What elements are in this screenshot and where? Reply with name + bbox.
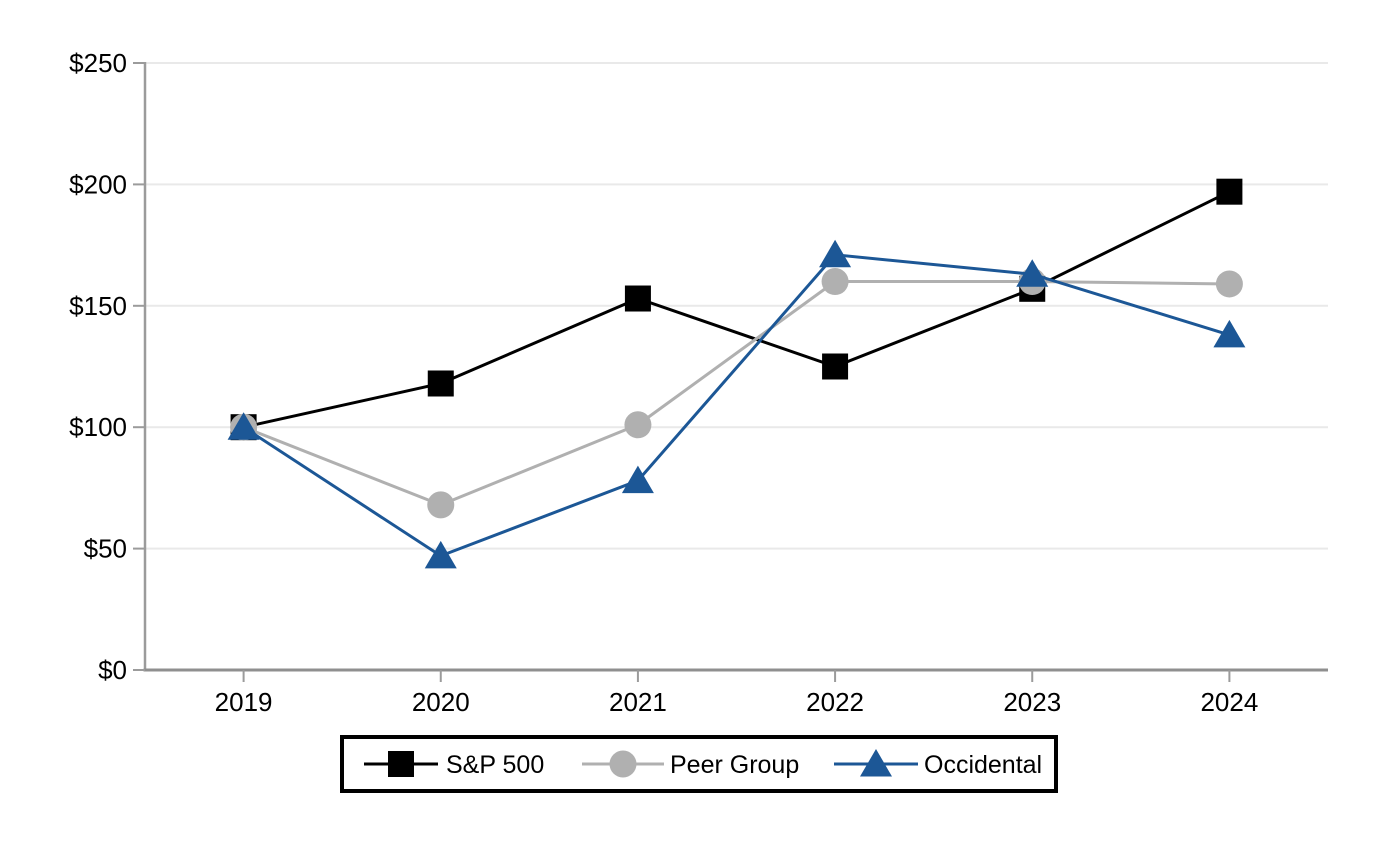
series-line-peer-group [243,280,1230,507]
legend-marker-peer-group [609,750,637,778]
marker-occidental [424,540,457,569]
y-tick-label: $200 [69,169,127,199]
x-tick-label: 2022 [806,687,864,717]
marker-s-p-500 [624,285,651,312]
legend-label-peer-group: Peer Group [670,751,799,779]
marker-s-p-500 [822,353,849,380]
x-tick-label: 2019 [215,687,273,717]
legend-label-s-p-500: S&P 500 [446,751,544,779]
marker-occidental [1213,319,1246,348]
y-tick-label: $250 [69,48,127,78]
legend-label-occidental: Occidental [924,751,1042,779]
marker-peer-group [427,491,455,519]
x-tick-label: 2023 [1003,687,1061,717]
y-tick-label: $100 [69,412,127,442]
series-line-occidental [242,253,1230,558]
legend-marker-occidental [860,749,892,777]
legend-marker-s-p-500 [388,751,414,777]
marker-s-p-500 [427,370,454,397]
marker-peer-group [821,268,849,296]
y-tick-label: $150 [69,291,127,321]
marker-occidental [621,465,654,494]
x-tick-label: 2020 [412,687,470,717]
y-tick-label: $0 [98,655,127,685]
marker-occidental [819,239,852,268]
marker-occidental [227,412,260,440]
marker-occidental [1016,259,1049,287]
x-tick-label: 2021 [609,687,667,717]
marker-s-p-500 [1216,178,1243,205]
x-tick-label: 2024 [1200,687,1258,717]
legend-box [340,735,1058,793]
series-line-s-p-500 [243,190,1231,429]
marker-peer-group [1215,270,1243,298]
y-tick-label: $50 [84,534,127,564]
marker-peer-group [624,411,652,439]
